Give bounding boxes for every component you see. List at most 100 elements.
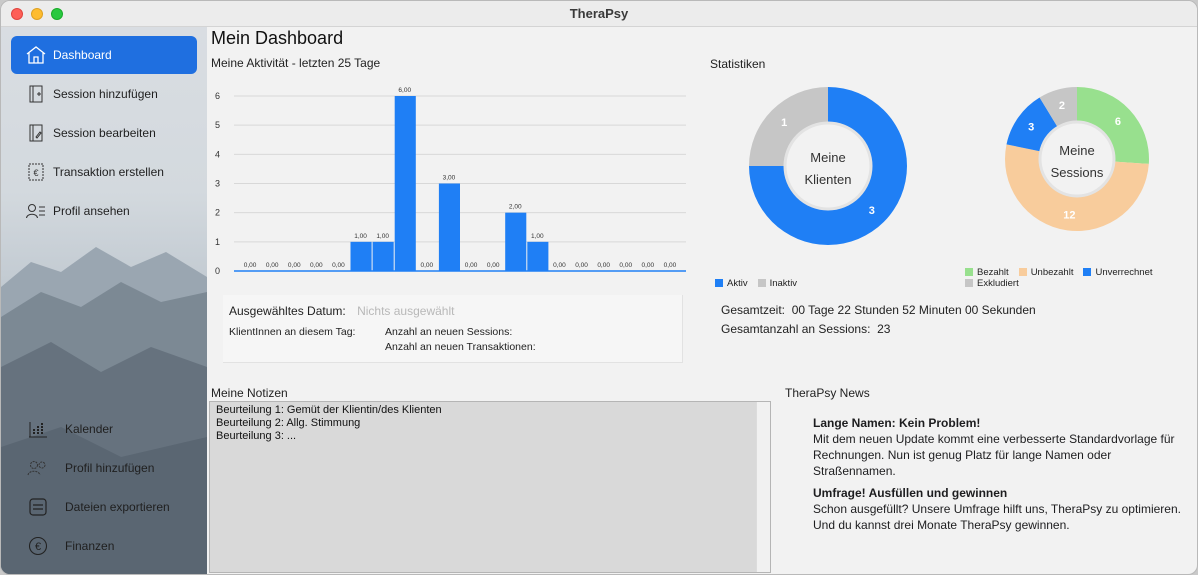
sidebar-item-label: Finanzen <box>65 539 115 553</box>
news-panel: Lange Namen: Kein Problem! Mit dem neuen… <box>813 415 1183 539</box>
legend-item-inaktiv: Inaktiv <box>757 278 797 289</box>
news-text: Mit dem neuen Update kommt eine verbesse… <box>813 432 1175 478</box>
legend-item-bezahlt: Bezahlt <box>965 267 1009 278</box>
total-time-label: Gesamtzeit: <box>721 303 786 317</box>
sessions-legend-row2: Exkludiert <box>965 278 1019 289</box>
bar-value-label: 0,00 <box>597 262 610 269</box>
legend-item-unbezahlt: Unbezahlt <box>1018 267 1073 278</box>
bar-value-label: 0,00 <box>465 262 478 269</box>
slice-value-label: 12 <box>1063 209 1075 221</box>
sidebar-item-finanzen[interactable]: € Finanzen <box>11 527 197 565</box>
donut-slice <box>749 87 828 166</box>
donut-slice <box>1005 144 1149 231</box>
news-heading: Lange Namen: Kein Problem! <box>813 416 981 430</box>
page-title: Mein Dashboard <box>211 28 344 48</box>
bar-value-label: 0,00 <box>288 262 301 269</box>
title-bar: TheraPsy <box>1 1 1197 27</box>
sessions-legend-row1: Bezahlt Unbezahlt Unverrechnet <box>965 267 1153 278</box>
notes-textarea[interactable]: Beurteilung 1: Gemüt der Klientin/des Kl… <box>209 401 771 573</box>
profile-icon <box>25 200 47 222</box>
sidebar-item-session-hinzufuegen[interactable]: Session hinzufügen <box>11 75 197 113</box>
notes-scrollbar[interactable] <box>756 402 770 572</box>
bar-value-label: 1,00 <box>376 233 389 240</box>
donut-center-label: Sessions <box>1051 165 1104 180</box>
edit-session-icon <box>25 122 47 144</box>
home-icon <box>25 44 47 66</box>
bar <box>438 183 460 271</box>
main-content: Mein Dashboard Meine Aktivität - letzten… <box>207 27 1197 574</box>
note-line: Beurteilung 1: Gemüt der Klientin/des Kl… <box>216 404 442 416</box>
bar-value-label: 1,00 <box>354 233 367 240</box>
sidebar-item-session-bearbeiten[interactable]: Session bearbeiten <box>11 114 197 152</box>
legend-item-unverrechnet: Unverrechnet <box>1083 267 1153 278</box>
donut-slice <box>749 87 907 245</box>
notes-title: Meine Notizen <box>211 386 288 400</box>
minimize-window-button[interactable] <box>31 8 43 20</box>
maximize-window-button[interactable] <box>51 8 63 20</box>
transaction-icon: € <box>25 161 47 183</box>
sidebar-item-label: Profil hinzufügen <box>65 461 155 475</box>
y-tick-label: 6 <box>215 91 220 101</box>
total-sessions-label: Gesamtanzahl an Sessions: <box>721 322 871 336</box>
sidebar-item-dateien-exportieren[interactable]: Dateien exportieren <box>11 488 197 526</box>
bar-value-label: 0,00 <box>266 262 279 269</box>
sidebar-background-image <box>1 247 207 574</box>
bar-value-label: 0,00 <box>664 262 677 269</box>
calendar-icon <box>27 418 49 440</box>
bar-value-label: 0,00 <box>642 262 655 269</box>
news-title: TheraPsy News <box>785 386 870 400</box>
bar <box>372 241 394 271</box>
sidebar-item-label: Profil ansehen <box>53 204 130 218</box>
close-window-button[interactable] <box>11 8 23 20</box>
sidebar-item-transaktion-erstellen[interactable]: € Transaktion erstellen <box>11 153 197 191</box>
svg-text:€: € <box>33 168 38 178</box>
slice-value-label: 2 <box>1059 100 1065 112</box>
slice-value-label: 1 <box>781 117 787 129</box>
donut-slice <box>1006 97 1058 152</box>
y-tick-label: 1 <box>215 237 220 247</box>
new-transactions-label: Anzahl an neuen Transaktionen: <box>385 341 536 353</box>
bar-value-label: 0,00 <box>619 262 632 269</box>
bar-value-label: 0,00 <box>575 262 588 269</box>
legend-item-aktiv: Aktiv <box>715 278 748 289</box>
bar <box>394 96 416 271</box>
total-sessions-row: Gesamtanzahl an Sessions: 23 <box>721 322 890 336</box>
window-controls <box>11 8 63 20</box>
sidebar-item-profil-ansehen[interactable]: Profil ansehen <box>11 192 197 230</box>
total-time-value: 00 Tage 22 Stunden 52 Minuten 00 Sekunde… <box>791 303 1036 317</box>
activity-bar-chart: 0 1 2 3 4 5 6 0,00 0,00 0,00 0,00 0,00 1,00 1,00 6,00 0… <box>215 87 686 276</box>
donut-hole <box>783 121 873 211</box>
svg-text:€: € <box>35 541 41 553</box>
sidebar-item-label: Dateien exportieren <box>65 500 170 514</box>
bar-value-label: 6,00 <box>398 87 411 94</box>
bar-value-label: 0,00 <box>244 262 257 269</box>
bar-value-label: 1,00 <box>531 233 544 240</box>
legend-item-exkludiert: Exkludiert <box>965 278 1019 289</box>
sidebar-item-kalender[interactable]: Kalender <box>11 410 197 448</box>
donut-center-label: Meine <box>1059 143 1094 158</box>
sidebar-item-label: Kalender <box>65 422 114 436</box>
clients-legend: Aktiv Inaktiv <box>715 278 797 289</box>
sidebar-item-profil-hinzufuegen[interactable]: Profil hinzufügen <box>11 449 197 487</box>
window-title: TheraPsy <box>569 6 629 21</box>
sidebar-item-label: Transaktion erstellen <box>53 165 164 179</box>
donut-center-label: Meine <box>810 150 845 165</box>
selected-date-value: Nichts ausgewählt <box>357 304 455 318</box>
new-sessions-label: Anzahl an neuen Sessions: <box>385 326 513 338</box>
donut-slice <box>1039 87 1077 127</box>
sessions-donut-chart: 6 12 3 2 Meine Sessions <box>1005 87 1149 231</box>
sidebar-item-label: Dashboard <box>53 48 112 62</box>
bar-value-label: 0,00 <box>421 262 434 269</box>
activity-chart-title: Meine Aktivität - letzten 25 Tage <box>211 56 381 70</box>
news-heading: Umfrage! Ausfüllen und gewinnen <box>813 486 1008 500</box>
sidebar: Dashboard Session hinzufügen Session bea… <box>1 27 207 574</box>
stats-title: Statistiken <box>710 57 766 71</box>
sidebar-item-dashboard[interactable]: Dashboard <box>11 36 197 74</box>
bar-value-label: 0,00 <box>553 262 566 269</box>
add-session-icon <box>25 83 47 105</box>
clients-on-day-label: KlientInnen an diesem Tag: <box>229 326 356 338</box>
slice-value-label: 3 <box>1028 122 1034 134</box>
donut-center-label: Klienten <box>805 172 852 187</box>
selected-date-panel: Ausgewähltes Datum: Nichts ausgewählt Kl… <box>223 295 683 363</box>
